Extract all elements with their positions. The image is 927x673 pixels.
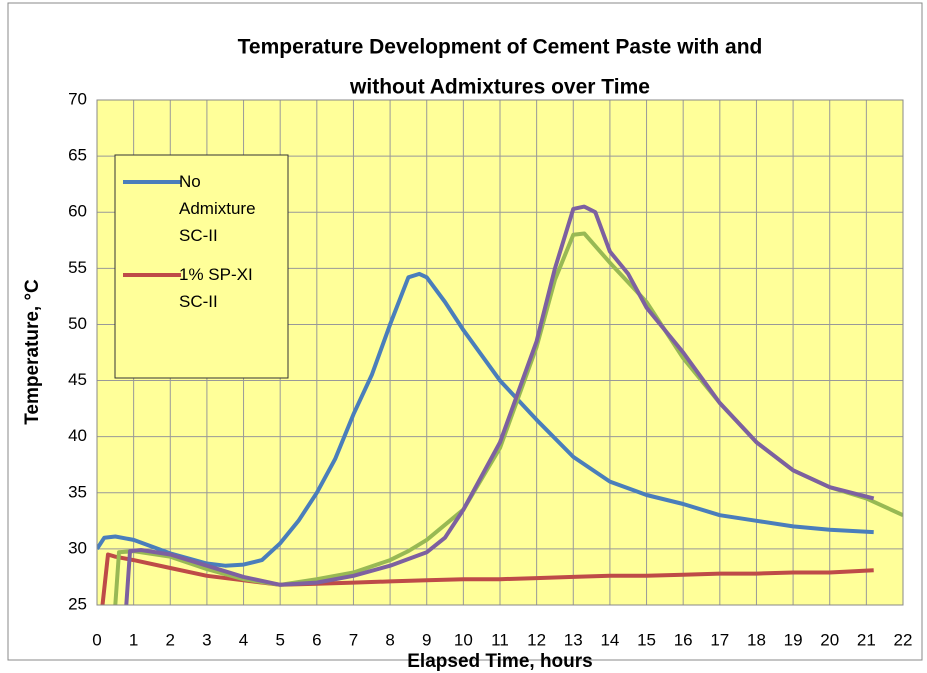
x-tick-label: 17	[710, 630, 729, 649]
x-tick-label: 8	[385, 630, 394, 649]
x-axis-label: Elapsed Time, hours	[407, 651, 592, 672]
legend-box	[114, 154, 289, 379]
x-tick-label: 22	[894, 630, 913, 649]
chart-title: without Admixtures over Time	[349, 76, 650, 99]
x-tick-label: 7	[349, 630, 358, 649]
chart-title: Temperature Development of Cement Paste …	[238, 36, 763, 59]
y-tick-label: 60	[68, 202, 87, 221]
x-tick-label: 5	[275, 630, 284, 649]
y-tick-label: 50	[68, 314, 87, 333]
y-tick-label: 25	[68, 594, 87, 613]
x-tick-label: 15	[637, 630, 656, 649]
y-tick-label: 65	[68, 146, 87, 165]
x-tick-label: 4	[239, 630, 248, 649]
y-axis-label: Temperature, °C	[22, 279, 43, 425]
series-line	[100, 552, 874, 605]
x-tick-label: 1	[129, 630, 138, 649]
x-tick-label: 20	[820, 630, 839, 649]
x-tick-label: 3	[202, 630, 211, 649]
x-tick-label: 0	[92, 630, 101, 649]
x-tick-label: 13	[564, 630, 583, 649]
x-tick-label: 21	[857, 630, 876, 649]
x-tick-label: 12	[527, 630, 546, 649]
legend-label: 1% SP-XI SC-II	[179, 265, 253, 311]
y-tick-label: 35	[68, 482, 87, 501]
y-tick-label: 70	[68, 89, 87, 108]
x-tick-label: 11	[491, 630, 509, 649]
x-tick-label: 18	[747, 630, 766, 649]
y-tick-label: 55	[68, 258, 87, 277]
legend-entry: No Admixture SC-II	[179, 172, 256, 245]
x-tick-label: 6	[312, 630, 321, 649]
x-tick-label: 2	[166, 630, 175, 649]
x-tick-label: 19	[784, 630, 803, 649]
series-line	[124, 204, 875, 605]
legend-label: No Admixture SC-II	[179, 172, 256, 245]
legend-entry: 1% SP-XI SC-II	[179, 265, 253, 311]
plot-border	[96, 99, 904, 606]
x-tick-label: 16	[674, 630, 693, 649]
y-tick-label: 45	[68, 370, 87, 389]
y-tick-label: 40	[68, 426, 87, 445]
x-tick-label: 10	[454, 630, 473, 649]
x-tick-label: 9	[422, 630, 431, 649]
y-tick-label: 30	[68, 538, 87, 557]
x-tick-label: 14	[600, 630, 619, 649]
